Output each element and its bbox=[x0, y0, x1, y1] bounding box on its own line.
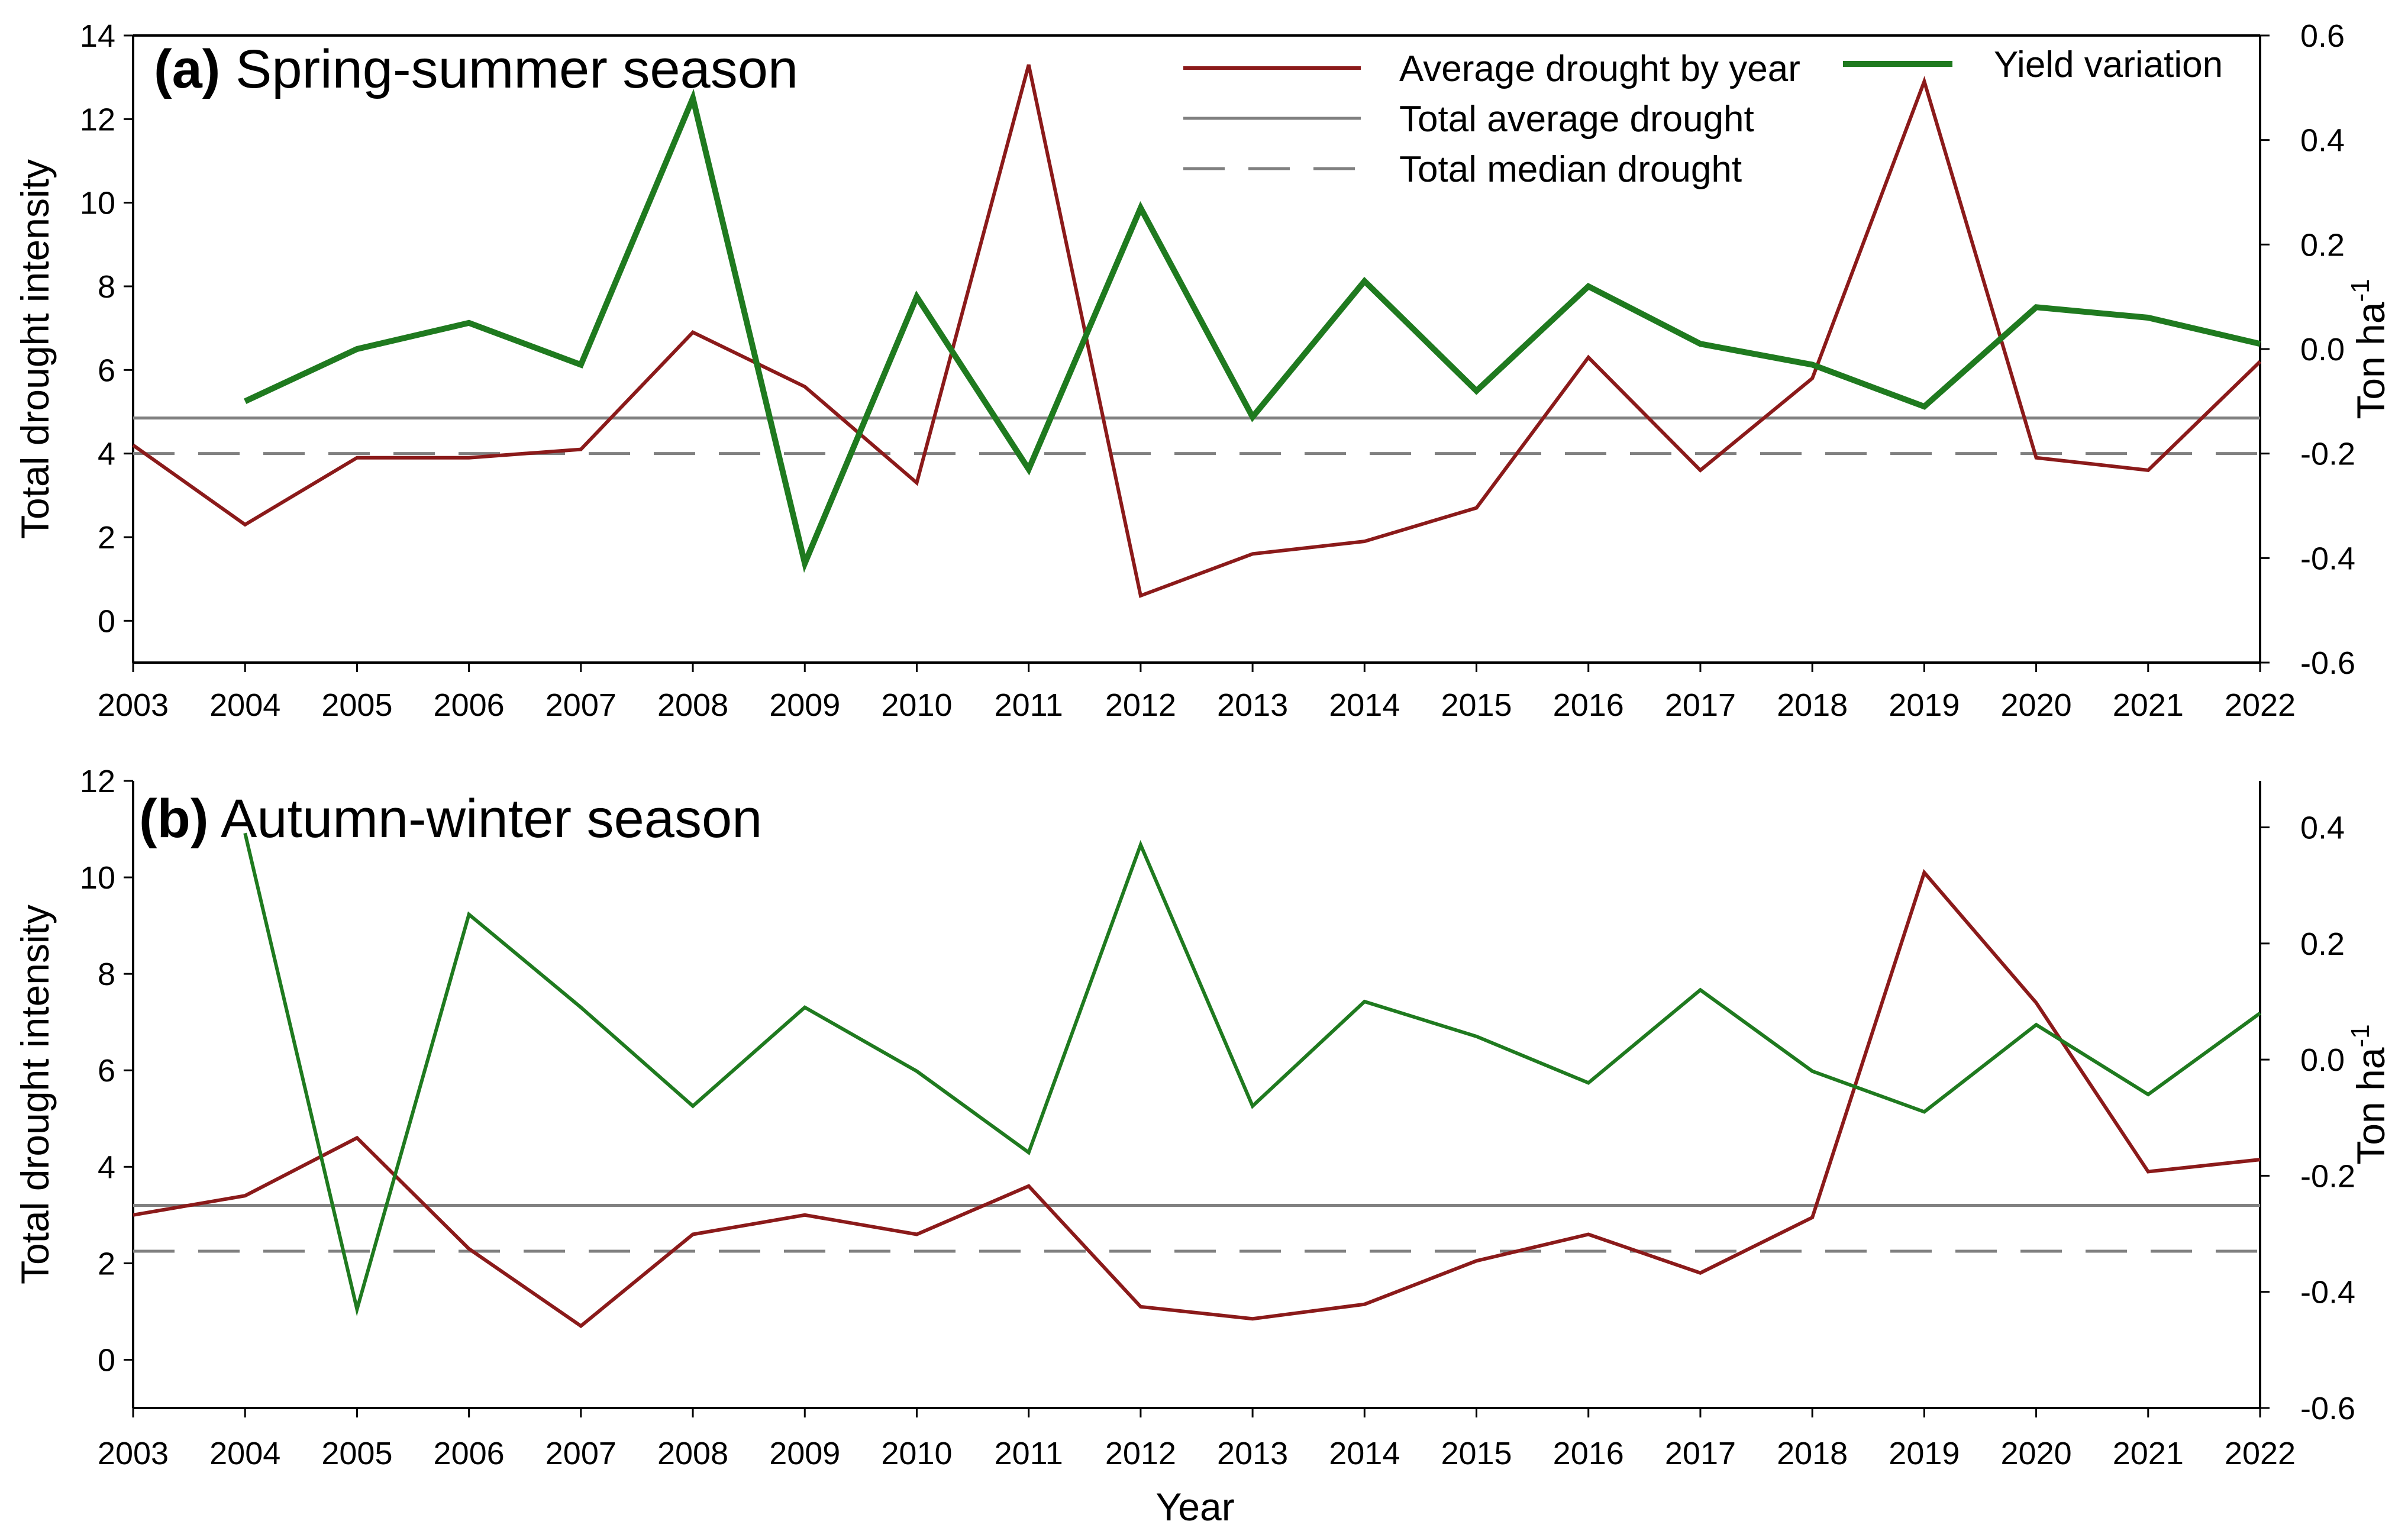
x-tick-label: 2003 bbox=[98, 1436, 169, 1471]
y-tick-label: 0 bbox=[98, 603, 115, 639]
y-tick-label: 14 bbox=[80, 18, 115, 54]
y2-tick-label: -0.6 bbox=[2300, 645, 2355, 681]
panel-label: (b) bbox=[139, 789, 208, 849]
y2-tick-label: 0.0 bbox=[2300, 1042, 2345, 1078]
x-tick-label: 2009 bbox=[769, 1436, 840, 1471]
y2-tick-label: -0.4 bbox=[2300, 1275, 2355, 1310]
y2-tick-label: 0.4 bbox=[2300, 123, 2345, 159]
y2-tick-label: -0.4 bbox=[2300, 541, 2355, 576]
x-tick-label: 2004 bbox=[209, 687, 280, 723]
panel-title-text: Spring-summer season bbox=[220, 39, 798, 99]
x-tick-label: 2022 bbox=[2225, 1436, 2296, 1471]
y-tick-label: 6 bbox=[98, 353, 115, 388]
y-tick-label: 12 bbox=[80, 764, 115, 799]
x-tick-label: 2012 bbox=[1105, 1436, 1176, 1471]
y2-tick-label: -0.2 bbox=[2300, 437, 2355, 472]
y2-tick-label: 0.2 bbox=[2300, 926, 2345, 962]
y-tick-label: 10 bbox=[80, 186, 115, 221]
x-tick-label: 2019 bbox=[1889, 687, 1960, 723]
y-tick-label: 4 bbox=[98, 1149, 115, 1185]
x-tick-label: 2013 bbox=[1217, 687, 1288, 723]
x-tick-label: 2020 bbox=[2001, 687, 2072, 723]
x-tick-label: 2006 bbox=[434, 687, 505, 723]
x-tick-label: 2018 bbox=[1777, 687, 1848, 723]
legend: Average drought by year Total average dr… bbox=[1183, 44, 2223, 190]
x-tick-label: 2007 bbox=[545, 1436, 616, 1471]
legend-yield-label: Yield variation bbox=[1994, 44, 2223, 85]
y2-axis-title-text: Ton ha bbox=[2349, 302, 2393, 419]
panel-label: (a) bbox=[154, 39, 220, 99]
x-tick-label: 2019 bbox=[1889, 1436, 1960, 1471]
x-tick-label: 2007 bbox=[545, 687, 616, 723]
x-tick-label: 2012 bbox=[1105, 687, 1176, 723]
y-tick-label: 12 bbox=[80, 102, 115, 137]
x-tick-label: 2021 bbox=[2113, 1436, 2184, 1471]
y-tick-label: 6 bbox=[98, 1053, 115, 1089]
y-tick-label: 2 bbox=[98, 1246, 115, 1281]
y2-tick-label: 0.4 bbox=[2300, 810, 2345, 846]
x-tick-label: 2010 bbox=[881, 1436, 952, 1471]
x-tick-label: 2015 bbox=[1441, 687, 1512, 723]
y2-tick-label: -0.6 bbox=[2300, 1391, 2355, 1426]
x-tick-label: 2022 bbox=[2225, 687, 2296, 723]
x-tick-label: 2009 bbox=[769, 687, 840, 723]
panel-title: (a) Spring-summer season bbox=[154, 39, 798, 99]
y2-axis-title: Ton ha-1 bbox=[2346, 279, 2393, 419]
x-axis-title: Year bbox=[1155, 1485, 1234, 1529]
y-tick-label: 8 bbox=[98, 957, 115, 992]
x-tick-label: 2015 bbox=[1441, 1436, 1512, 1471]
x-tick-label: 2004 bbox=[209, 1436, 280, 1471]
y2-tick-label: 0.6 bbox=[2300, 18, 2345, 54]
x-tick-label: 2014 bbox=[1329, 1436, 1400, 1471]
y-tick-label: 0 bbox=[98, 1342, 115, 1378]
x-tick-label: 2016 bbox=[1553, 687, 1624, 723]
x-tick-label: 2021 bbox=[2113, 687, 2184, 723]
y-tick-label: 4 bbox=[98, 437, 115, 472]
y-tick-label: 8 bbox=[98, 269, 115, 305]
yield-series-line bbox=[243, 832, 2261, 1317]
y-tick-label: 10 bbox=[80, 860, 115, 896]
legend-average-label: Total average drought bbox=[1399, 99, 1754, 140]
x-tick-label: 2008 bbox=[657, 687, 728, 723]
legend-drought-label: Average drought by year bbox=[1399, 49, 1800, 89]
legend-median-label: Total median drought bbox=[1399, 149, 1742, 190]
panel-title-text: Autumn-winter season bbox=[208, 789, 762, 849]
x-tick-label: 2020 bbox=[2001, 1436, 2072, 1471]
y2-axis-title-superscript: -1 bbox=[2346, 1024, 2375, 1047]
x-tick-label: 2016 bbox=[1553, 1436, 1624, 1471]
x-tick-label: 2017 bbox=[1665, 1436, 1736, 1471]
x-tick-label: 2017 bbox=[1665, 687, 1736, 723]
y-tick-label: 2 bbox=[98, 520, 115, 556]
x-tick-label: 2013 bbox=[1217, 1436, 1288, 1471]
x-tick-label: 2008 bbox=[657, 1436, 728, 1471]
x-tick-label: 2003 bbox=[98, 687, 169, 723]
panel-spring-summer: 0 2 4 6 8 10 12 14 -0.6 -0.4 -0.2 0.0 0.2 0.4 0.6 2003 2… bbox=[13, 18, 2393, 723]
y2-axis-title: Ton ha-1 bbox=[2346, 1024, 2393, 1164]
x-tick-label: 2005 bbox=[321, 1436, 392, 1471]
y-axis-title: Total drought intensity bbox=[13, 159, 57, 539]
drought-series-line bbox=[133, 868, 2261, 1329]
y2-axis-title-text: Ton ha bbox=[2349, 1047, 2393, 1164]
x-tick-label: 2005 bbox=[321, 687, 392, 723]
yield-series-line bbox=[244, 89, 2261, 573]
y-axis-title: Total drought intensity bbox=[13, 905, 57, 1284]
x-tick-label: 2011 bbox=[995, 1436, 1063, 1471]
drought-series-line bbox=[132, 64, 2262, 598]
x-tick-label: 2011 bbox=[995, 687, 1063, 723]
x-tick-label: 2014 bbox=[1329, 687, 1400, 723]
y2-axis-title-superscript: -1 bbox=[2346, 279, 2375, 302]
x-tick-label: 2018 bbox=[1777, 1436, 1848, 1471]
x-tick-label: 2010 bbox=[881, 687, 952, 723]
y2-tick-label: 0.2 bbox=[2300, 227, 2345, 263]
x-tick-label: 2006 bbox=[434, 1436, 505, 1471]
y2-tick-label: -0.2 bbox=[2300, 1158, 2355, 1194]
y2-tick-label: 0.0 bbox=[2300, 332, 2345, 367]
panel-title: (b) Autumn-winter season bbox=[139, 789, 762, 849]
panel-autumn-winter: 0 2 4 6 8 10 12 -0.6 -0.4 -0.2 0.0 0.2 0.4 2003 2004 20… bbox=[13, 764, 2393, 1471]
